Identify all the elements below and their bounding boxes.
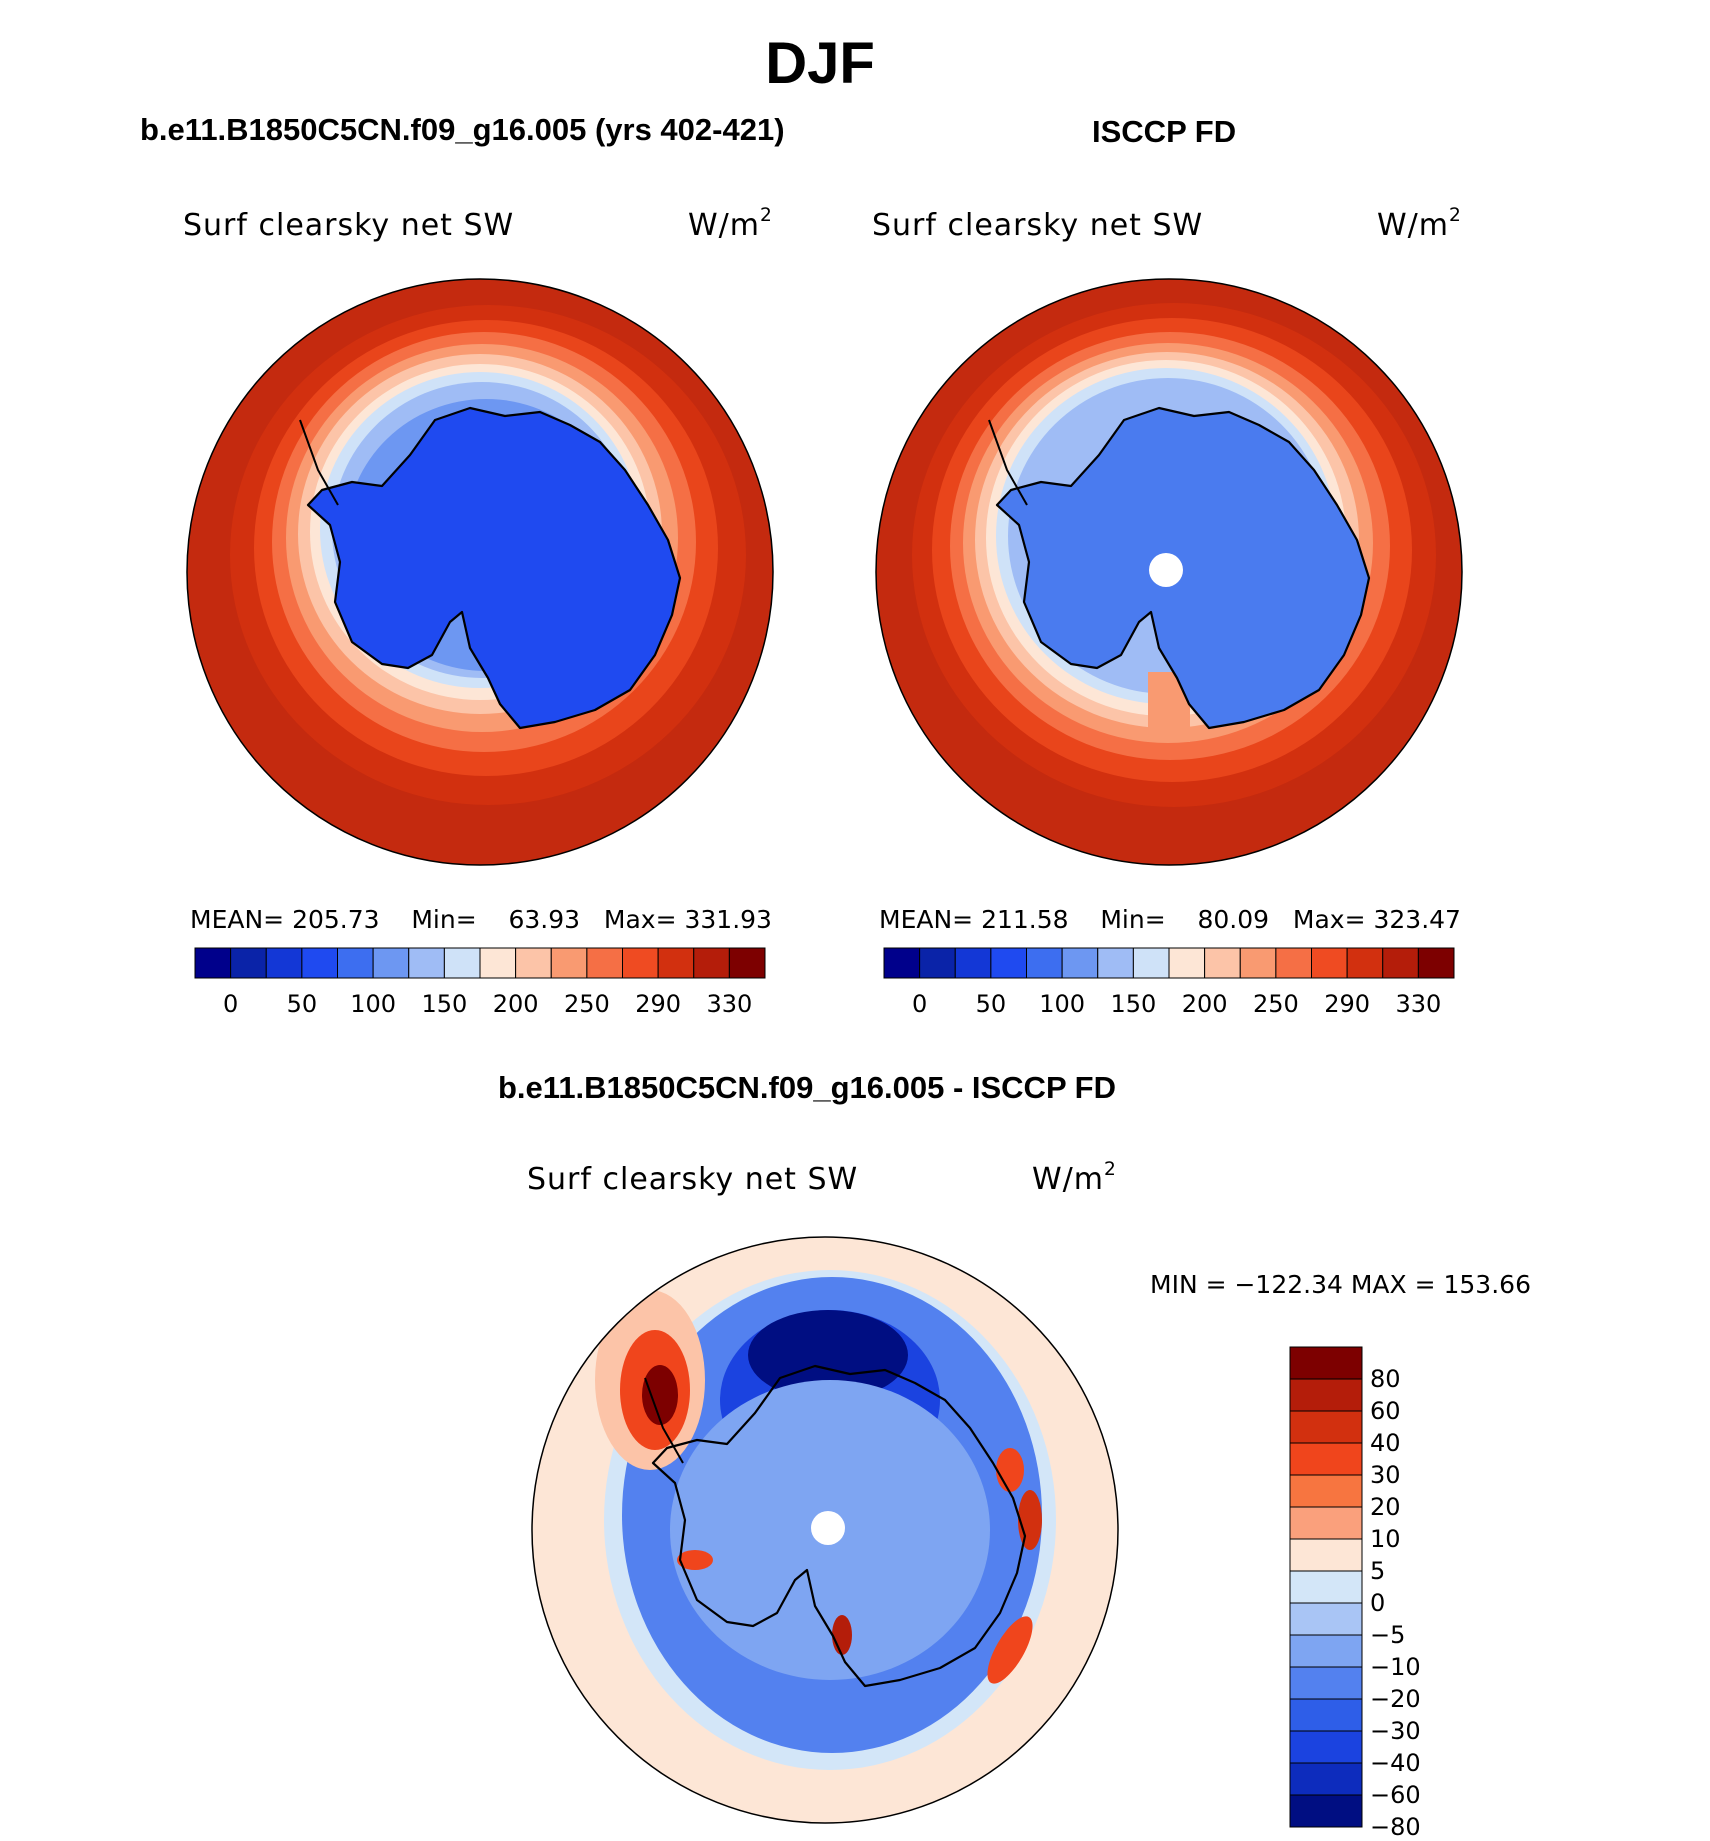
diff-colorbar-tick: −80 bbox=[1370, 1813, 1421, 1841]
diff-colorbar-swatch bbox=[1289, 1666, 1363, 1700]
panel-1-colorbar-swatch bbox=[337, 947, 374, 979]
panel-2-colorbar-swatch bbox=[1311, 947, 1348, 979]
diff-colorbar-tick: −60 bbox=[1370, 1781, 1421, 1809]
diff-colorbar-swatch bbox=[1289, 1762, 1363, 1796]
diff-antarctica-outline bbox=[651, 1364, 1027, 1688]
panel-1-colorbar-swatch bbox=[194, 947, 232, 979]
panel-2-colorbar-swatch bbox=[990, 947, 1027, 979]
panel-1-colorbar-swatch bbox=[230, 947, 267, 979]
panel-1-colorbar-tick: 250 bbox=[563, 990, 610, 1018]
diff-units-label: W/m2 bbox=[1032, 1159, 1117, 1197]
panel-2-colorbar-swatch bbox=[1382, 947, 1419, 979]
diff-case-title: b.e11.B1850C5CN.f09_g16.005 - ISCCP FD bbox=[498, 1070, 1117, 1105]
diff-colorbar-tick: 80 bbox=[1370, 1365, 1401, 1393]
panel-2-colorbar-tick: 330 bbox=[1395, 990, 1442, 1018]
panel-1-units-label: W/m2 bbox=[688, 205, 773, 243]
page-title: DJF bbox=[765, 31, 875, 96]
panel-1-colorbar-tick: 290 bbox=[635, 990, 682, 1018]
panel-1-colorbar-swatch bbox=[515, 947, 552, 979]
panel-2-colorbar-tick: 250 bbox=[1252, 990, 1299, 1018]
diff-colorbar-tick: 20 bbox=[1370, 1493, 1401, 1521]
panel-1-colorbar-tick: 50 bbox=[286, 990, 318, 1018]
panel-1-colorbar-tick: 100 bbox=[350, 990, 397, 1018]
diff-colorbar-swatch bbox=[1289, 1538, 1363, 1572]
panel-1-map-border bbox=[186, 278, 774, 866]
diff-colorbar-tick: −5 bbox=[1370, 1621, 1406, 1649]
diff-colorbar-tick: 60 bbox=[1370, 1397, 1401, 1425]
panel-2-units-label: W/m2 bbox=[1377, 205, 1462, 243]
panel-2-colorbar-swatch bbox=[1239, 947, 1277, 979]
diff-variable-label: Surf clearsky net SW bbox=[527, 1162, 859, 1197]
panel-1-colorbar-swatch bbox=[622, 947, 659, 979]
panel-2-pole-gap bbox=[1149, 553, 1183, 587]
panel-1-case-title: b.e11.B1850C5CN.f09_g16.005 (yrs 402-421… bbox=[140, 112, 785, 147]
panel-1-stats: MEAN= 205.73 Min= 63.93 Max= 331.93 bbox=[190, 905, 772, 934]
panel-1-colorbar-tick: 0 bbox=[222, 990, 239, 1018]
diff-colorbar-tick: 5 bbox=[1370, 1557, 1386, 1585]
panel-2-colorbar-swatch bbox=[1061, 947, 1099, 979]
panel-1-colorbar-swatch bbox=[693, 947, 730, 979]
panel-2-colorbar-tick: 150 bbox=[1110, 990, 1157, 1018]
diff-colorbar-tick: 30 bbox=[1370, 1461, 1401, 1489]
panel-1-colorbar-tick: 200 bbox=[492, 990, 539, 1018]
panel-2-colorbar-swatch bbox=[1204, 947, 1241, 979]
panel-1-colorbar-tick: 150 bbox=[421, 990, 468, 1018]
diff-colorbar-swatch bbox=[1289, 1346, 1363, 1380]
panel-1-colorbar-swatch bbox=[550, 947, 588, 979]
diff-colorbar-tick: −30 bbox=[1370, 1717, 1421, 1745]
diff-colorbar-swatch bbox=[1289, 1634, 1363, 1668]
panel-1-colorbar-swatch bbox=[301, 947, 338, 979]
diff-colorbar-swatch bbox=[1289, 1698, 1363, 1732]
panel-2-colorbar-swatch bbox=[919, 947, 956, 979]
diff-colorbar-swatch bbox=[1289, 1794, 1363, 1828]
diff-colorbar-swatch bbox=[1289, 1378, 1363, 1412]
diff-colorbar-swatch bbox=[1289, 1602, 1363, 1636]
diff-map-border bbox=[531, 1236, 1119, 1824]
diff-colorbar-tick: 0 bbox=[1370, 1589, 1386, 1617]
panel-2-colorbar bbox=[883, 947, 1455, 979]
panel-1-colorbar-swatch bbox=[408, 947, 445, 979]
diff-colorbar-tick: 10 bbox=[1370, 1525, 1401, 1553]
diff-colorbar-swatch bbox=[1289, 1506, 1363, 1540]
panel-2-colorbar-swatch bbox=[1417, 947, 1455, 979]
diff-colorbar-swatch bbox=[1289, 1730, 1363, 1764]
panel-1-colorbar-swatch bbox=[443, 947, 481, 979]
panel-2-map-border bbox=[875, 278, 1463, 866]
panel-2-colorbar-tick: 50 bbox=[975, 990, 1007, 1018]
diff-colorbar-tick: 40 bbox=[1370, 1429, 1401, 1457]
diff-colorbar-tick: −20 bbox=[1370, 1685, 1421, 1713]
panel-1-colorbar bbox=[194, 947, 766, 979]
panel-1-colorbar-tick: 330 bbox=[706, 990, 753, 1018]
panel-2-case-title: ISCCP FD bbox=[1092, 114, 1237, 149]
panel-1-antarctica-outline bbox=[306, 406, 682, 730]
diff-colorbar-tick: −10 bbox=[1370, 1653, 1421, 1681]
panel-2-antarctica-outline bbox=[995, 406, 1371, 730]
panel-1-colorbar-swatch bbox=[479, 947, 517, 979]
panel-2-colorbar-swatch bbox=[954, 947, 992, 979]
panel-2-colorbar-tick: 200 bbox=[1181, 990, 1228, 1018]
panel-2-colorbar-tick: 100 bbox=[1039, 990, 1086, 1018]
panel-2-stats: MEAN= 211.58 Min= 80.09 Max= 323.47 bbox=[879, 905, 1461, 934]
diff-colorbar bbox=[1289, 1346, 1363, 1828]
diff-minmax: MIN = −122.34 MAX = 153.66 bbox=[1150, 1270, 1531, 1299]
panel-2-colorbar-tick: 0 bbox=[911, 990, 928, 1018]
panel-1-colorbar-swatch bbox=[728, 947, 766, 979]
diff-colorbar-swatch bbox=[1289, 1442, 1363, 1476]
panel-2-colorbar-swatch bbox=[1275, 947, 1312, 979]
diff-colorbar-swatch bbox=[1289, 1570, 1363, 1604]
panel-2-variable-label: Surf clearsky net SW bbox=[872, 208, 1204, 243]
panel-2-colorbar-swatch bbox=[1132, 947, 1170, 979]
panel-2-colorbar-swatch bbox=[1097, 947, 1134, 979]
diff-pole-gap bbox=[811, 1511, 845, 1545]
diff-colorbar-swatch bbox=[1289, 1474, 1363, 1508]
panel-1-variable-label: Surf clearsky net SW bbox=[183, 208, 515, 243]
panel-2-colorbar-tick: 290 bbox=[1324, 990, 1371, 1018]
diff-colorbar-swatch bbox=[1289, 1410, 1363, 1444]
diff-colorbar-tick: −40 bbox=[1370, 1749, 1421, 1777]
